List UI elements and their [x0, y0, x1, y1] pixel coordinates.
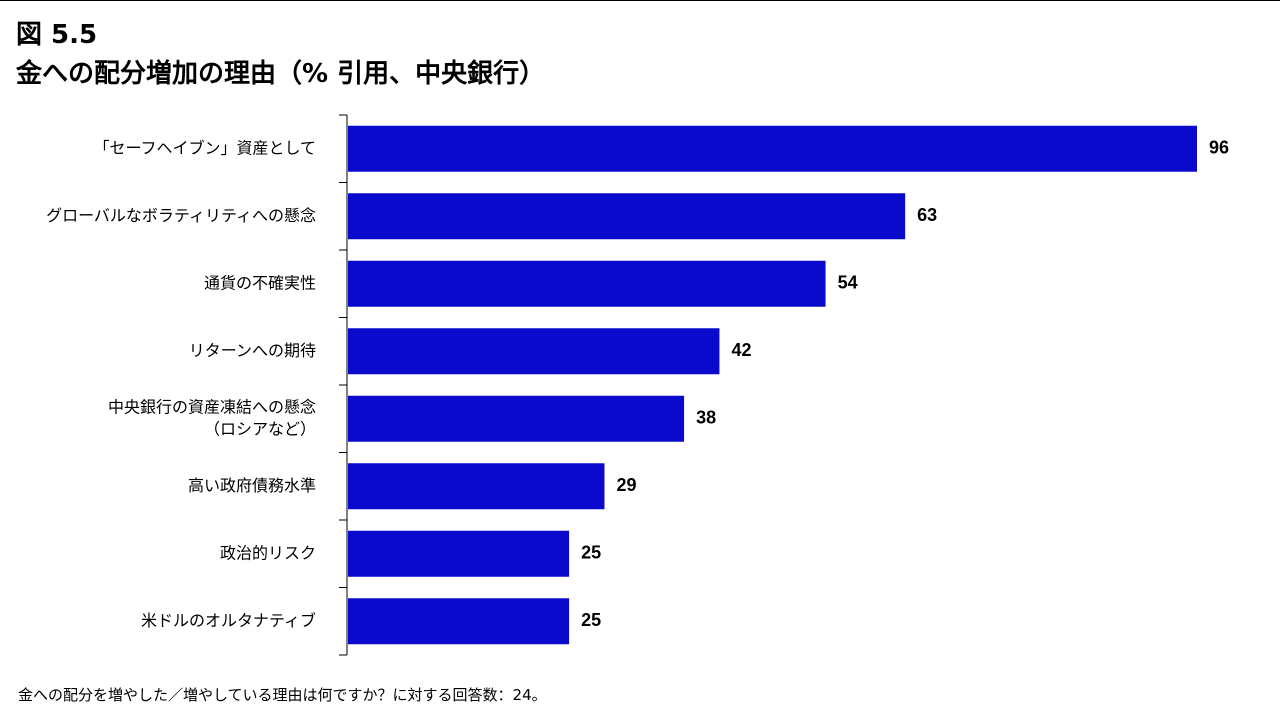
data-label: 63 [917, 205, 937, 225]
data-label: 42 [731, 340, 751, 360]
data-label: 25 [581, 543, 601, 563]
category-label: 中央銀行の資産凍結への懸念 [108, 397, 316, 416]
bar [348, 328, 720, 375]
figure-label: 図 5.5 [16, 20, 98, 50]
bar [348, 260, 826, 307]
category-label: 「セーフヘイブン」資産として [93, 138, 316, 157]
footnote: 金への配分を増やした／増やしている理由は何ですか？に対する回答数：24。 [18, 686, 547, 704]
category-label: 高い政府債務水準 [188, 476, 316, 495]
bar [348, 598, 570, 645]
bar [348, 463, 605, 510]
data-label: 25 [581, 610, 601, 630]
bar [348, 193, 906, 240]
data-label: 54 [838, 273, 858, 293]
category-label: 政治的リスク [220, 543, 316, 562]
top-rule [0, 0, 1280, 1]
category-label: 通貨の不確実性 [204, 273, 316, 292]
category-label: 米ドルのオルタナティブ [141, 611, 316, 630]
bar [348, 395, 685, 442]
bar [348, 530, 570, 577]
data-label: 29 [616, 475, 636, 495]
category-label: リターンへの期待 [189, 341, 316, 360]
category-label: （ロシアなど） [204, 419, 316, 438]
bar [348, 125, 1197, 172]
chart-title: 金への配分増加の理由（% 引用、中央銀行） [16, 59, 546, 89]
data-label: 96 [1209, 138, 1229, 158]
category-label: グローバルなボラティリティへの懸念 [46, 206, 316, 225]
data-label: 38 [696, 408, 716, 428]
